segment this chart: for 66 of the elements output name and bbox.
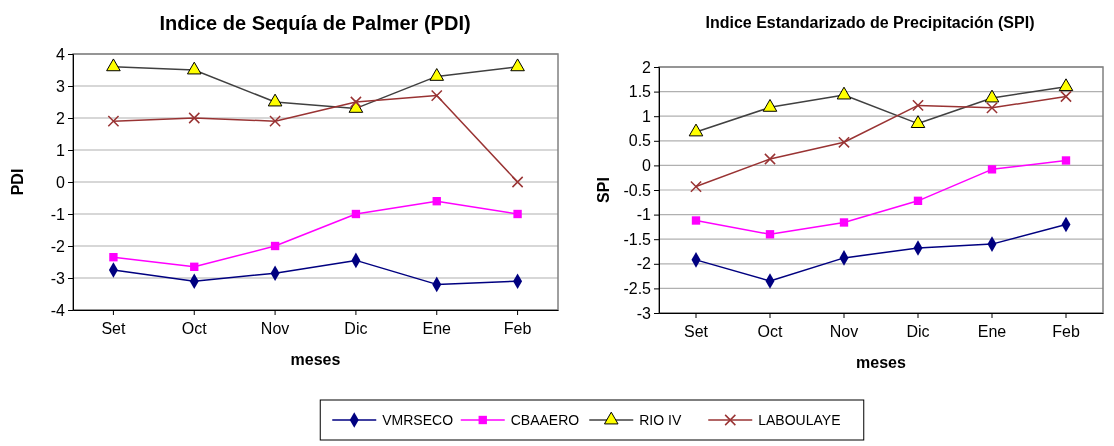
y-tick-label: -1: [50, 205, 66, 223]
x-tick-label: Feb: [1052, 323, 1080, 340]
chart-title: Indice de Sequía de Palmer (PDI): [159, 12, 471, 34]
point: [511, 176, 524, 188]
y-tick-label: -2: [636, 255, 652, 273]
legend-label: RIO IV: [639, 412, 682, 428]
point: [1061, 156, 1071, 165]
x-tick-label: Oct: [181, 320, 208, 337]
y-tick-label: 2: [642, 58, 652, 76]
y-axis-title: SPI: [595, 177, 612, 203]
y-tick-label: 0: [642, 157, 652, 175]
point: [987, 165, 997, 174]
point: [912, 99, 924, 112]
y-tick-label: 0.5: [628, 132, 652, 150]
point: [107, 115, 120, 128]
y-tick-label: -3: [636, 304, 652, 322]
y-tick-label: -2: [50, 237, 66, 255]
chart-title: Indice Estandarizado de Precipitación (SPI): [705, 14, 1035, 31]
y-tick-label: 1.5: [628, 83, 652, 101]
point: [765, 230, 775, 239]
y-tick-label: 1: [56, 141, 66, 159]
y-axis-title: PDI: [9, 168, 26, 196]
y-tick-label: 3: [56, 77, 66, 95]
y-tick-label: -2.5: [623, 280, 652, 298]
point: [269, 115, 281, 128]
point: [351, 209, 361, 219]
point: [913, 196, 923, 206]
y-tick-label: -1.5: [623, 230, 652, 248]
x-tick-label: Oct: [757, 323, 783, 340]
y-tick-label: -4: [50, 301, 66, 319]
point: [430, 89, 443, 102]
point: [188, 112, 201, 124]
x-axis-title: meses: [856, 354, 907, 371]
point: [513, 209, 522, 219]
point: [690, 180, 702, 193]
x-tick-label: Set: [683, 323, 709, 340]
x-tick-label: Dic: [344, 320, 368, 337]
x-tick-label: Dic: [906, 323, 930, 340]
point: [109, 253, 118, 262]
y-tick-label: -0.5: [623, 181, 652, 199]
y-tick-label: 1: [642, 107, 652, 125]
point: [691, 216, 701, 225]
legend-label: VMRSECO: [382, 412, 454, 428]
x-tick-label: Set: [101, 320, 126, 337]
point: [1060, 90, 1072, 103]
y-tick-label: -3: [50, 269, 66, 287]
point: [838, 136, 850, 149]
point: [350, 96, 362, 108]
y-tick-label: 0: [56, 173, 66, 191]
point: [190, 262, 199, 271]
x-tick-label: Nov: [829, 323, 859, 340]
point: [839, 218, 849, 227]
point: [270, 241, 280, 251]
point: [764, 153, 776, 165]
point: [986, 101, 998, 114]
y-tick-label: -1: [636, 206, 652, 224]
x-tick-label: Ene: [977, 323, 1007, 340]
x-tick-label: Feb: [503, 320, 532, 337]
legend-label: CBAAERO: [510, 412, 580, 428]
point: [432, 197, 441, 206]
legend-label: LABOULAYE: [758, 412, 841, 428]
x-tick-label: Ene: [422, 320, 452, 337]
y-tick-label: 2: [56, 109, 66, 127]
x-tick-label: Nov: [260, 320, 290, 337]
y-tick-label: 4: [56, 45, 66, 63]
x-axis-title: meses: [290, 351, 341, 368]
